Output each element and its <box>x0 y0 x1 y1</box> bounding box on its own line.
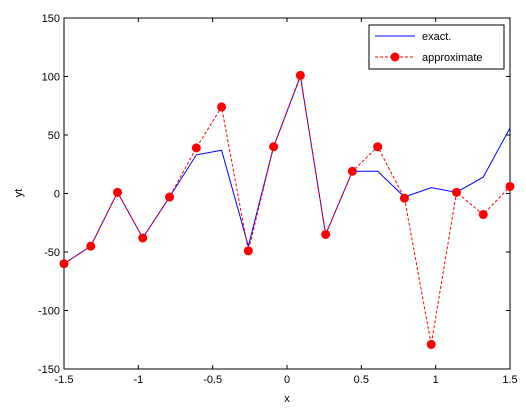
legend-label-approximate: approximate <box>422 52 483 64</box>
approximate-point <box>321 229 331 239</box>
y-tick-label: -100 <box>38 306 60 318</box>
x-tick-label: -1 <box>133 374 143 386</box>
approximate-point <box>451 187 461 197</box>
legend: exact. approximate <box>368 24 505 70</box>
y-tick-label: 0 <box>54 189 60 201</box>
y-tick-label: -50 <box>44 247 60 259</box>
approximate-point <box>243 246 253 256</box>
approximate-point <box>113 187 123 197</box>
plot-area <box>63 17 511 370</box>
x-tick-label: -0.5 <box>203 374 222 386</box>
y-axis-label: yt <box>13 189 25 198</box>
approximate-point <box>86 241 96 251</box>
approximate-point <box>165 192 175 202</box>
x-tick-label: 1 <box>433 374 439 386</box>
x-tick-label: 0.5 <box>354 374 369 386</box>
approximate-point <box>505 181 515 191</box>
legend-marker-approximate <box>390 52 400 62</box>
y-tick-label: -150 <box>38 364 60 376</box>
approximate-point <box>217 102 227 112</box>
approximate-point <box>399 193 409 203</box>
axis-ticks: -1.5 -1 -0.5 0 0.5 1 1.5 -150 -100 -50 0 50 100 150 <box>38 13 518 386</box>
y-tick-label: 50 <box>48 130 60 142</box>
series-line-approximate <box>63 73 511 345</box>
x-tick-label: 1.5 <box>502 374 517 386</box>
approximate-point <box>347 166 357 176</box>
y-tick-label: 100 <box>42 72 60 84</box>
x-axis-label: x <box>284 393 290 405</box>
approximate-point <box>478 210 488 220</box>
approximate-point <box>191 143 201 153</box>
y-tick-label: 150 <box>42 13 60 25</box>
approximate-point <box>138 233 148 243</box>
approximate-point <box>59 259 69 269</box>
approximate-point <box>295 70 305 80</box>
x-tick-label: -1.5 <box>55 374 74 386</box>
approximate-point <box>269 142 279 152</box>
legend-label-exact: exact. <box>422 31 451 43</box>
series-layer <box>59 70 515 349</box>
approximate-point <box>426 339 436 349</box>
x-tick-label: 0 <box>284 374 290 386</box>
approximate-point <box>373 142 383 152</box>
legend-box <box>368 24 505 70</box>
